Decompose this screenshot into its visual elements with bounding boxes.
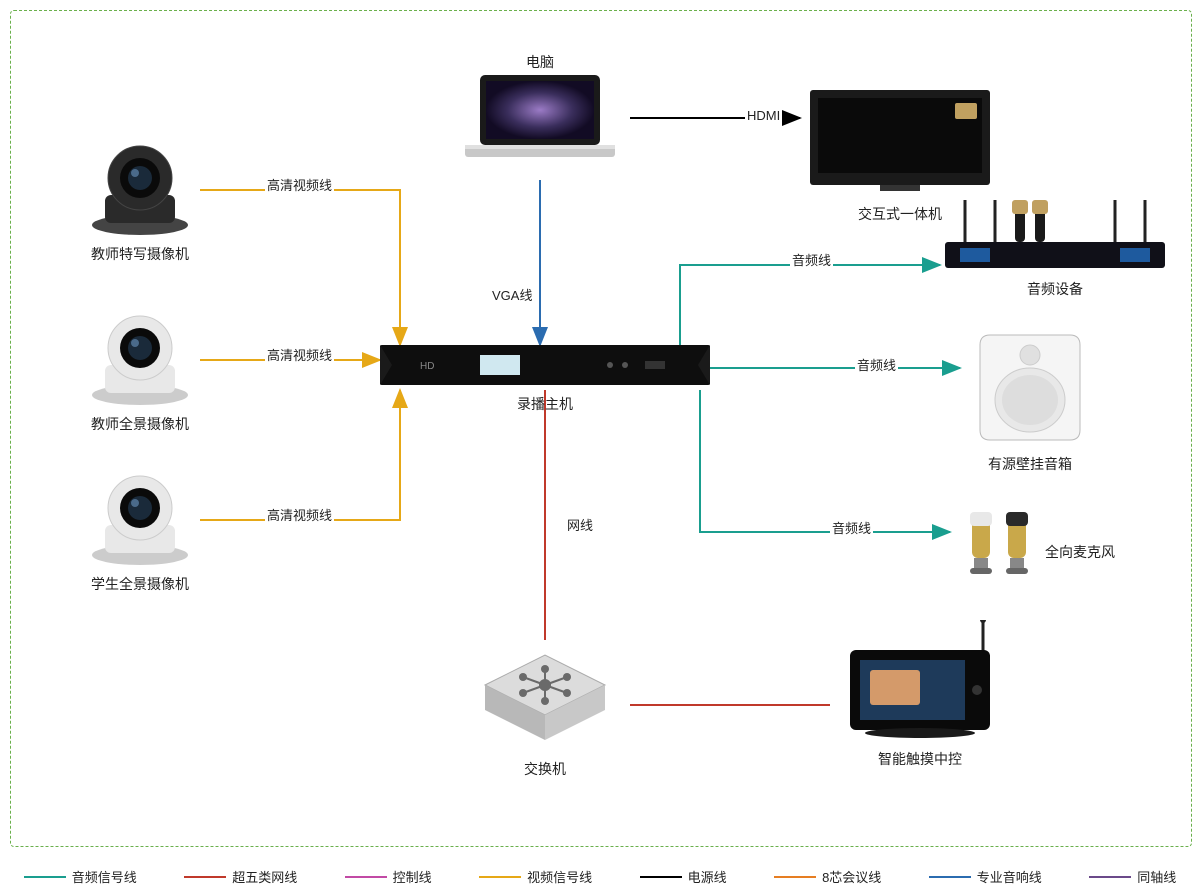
legend-item: 视频信号线 [479, 867, 592, 886]
node-recorder: HD 录播主机 [380, 345, 710, 414]
legend-label: 视频信号线 [527, 867, 592, 886]
legend-item: 超五类网线 [184, 867, 297, 886]
node-label: 学生全景摄像机 [80, 574, 200, 594]
edge-label-recorder-switch: 网线 [565, 515, 595, 534]
legend-item: 8芯会议线 [774, 867, 881, 886]
display-icon [800, 85, 1000, 195]
legend-swatch [24, 876, 66, 878]
legend-item: 专业音响线 [929, 867, 1042, 886]
svg-text:HD: HD [420, 361, 434, 372]
node-switch: 交换机 [460, 640, 630, 779]
legend-label: 同轴线 [1137, 867, 1176, 886]
node-camera-teacher-closeup: 教师特写摄像机 [80, 140, 200, 264]
touch-controller-icon [835, 620, 1005, 740]
legend-label: 电源线 [688, 867, 727, 886]
node-microphone: 全向麦克风 [950, 510, 1050, 590]
node-label: 电脑 [450, 52, 630, 72]
edge-label-recorder-speaker: 音频线 [855, 355, 898, 374]
legend-item: 电源线 [640, 867, 727, 886]
edge-label-recorder-audio: 音频线 [790, 250, 833, 269]
legend-item: 同轴线 [1089, 867, 1176, 886]
node-label: 有源壁挂音箱 [960, 454, 1100, 474]
legend-swatch [1089, 876, 1131, 878]
node-camera-student-pano: 学生全景摄像机 [80, 470, 200, 594]
legend-swatch [479, 876, 521, 878]
edge-label-laptop-recorder: VGA线 [490, 285, 534, 304]
node-touch-controller: 智能触摸中控 [830, 620, 1010, 769]
legend-item: 音频信号线 [24, 867, 137, 886]
node-label: 录播主机 [380, 394, 710, 414]
node-label: 教师特写摄像机 [80, 244, 200, 264]
legend-label: 音频信号线 [72, 867, 137, 886]
node-camera-teacher-pano: 教师全景摄像机 [80, 310, 200, 434]
node-label: 教师全景摄像机 [80, 414, 200, 434]
switch-icon [470, 640, 620, 750]
legend-label: 专业音响线 [977, 867, 1042, 886]
legend-label: 控制线 [393, 867, 432, 886]
edge-label-laptop-display: HDMI [745, 108, 782, 123]
edge-label-cam2-recorder: 高清视频线 [265, 345, 334, 364]
node-laptop: 电脑 [450, 70, 630, 165]
speaker-icon [970, 330, 1090, 445]
audio-device-icon [940, 200, 1170, 270]
node-label: 智能触摸中控 [830, 749, 1010, 769]
node-label: 交换机 [460, 759, 630, 779]
legend-swatch [345, 876, 387, 878]
laptop-icon [450, 70, 630, 160]
edge-label-cam3-recorder: 高清视频线 [265, 505, 334, 524]
legend-swatch [774, 876, 816, 878]
legend-label: 8芯会议线 [822, 867, 881, 886]
legend-swatch [929, 876, 971, 878]
node-label: 全向麦克风 [1045, 542, 1115, 562]
mic-icon [960, 510, 1040, 585]
edge-label-recorder-mic: 音频线 [830, 518, 873, 537]
legend-label: 超五类网线 [232, 867, 297, 886]
legend: 音频信号线 超五类网线 控制线 视频信号线 电源线 8芯会议线 专业音响线 同轴线 [0, 867, 1200, 886]
legend-swatch [184, 876, 226, 878]
node-label: 音频设备 [940, 279, 1170, 299]
node-speaker: 有源壁挂音箱 [960, 330, 1100, 474]
legend-swatch [640, 876, 682, 878]
node-audio-device: 音频设备 [940, 200, 1170, 299]
edge-label-cam1-recorder: 高清视频线 [265, 175, 334, 194]
recorder-icon: HD [380, 345, 710, 385]
legend-item: 控制线 [345, 867, 432, 886]
